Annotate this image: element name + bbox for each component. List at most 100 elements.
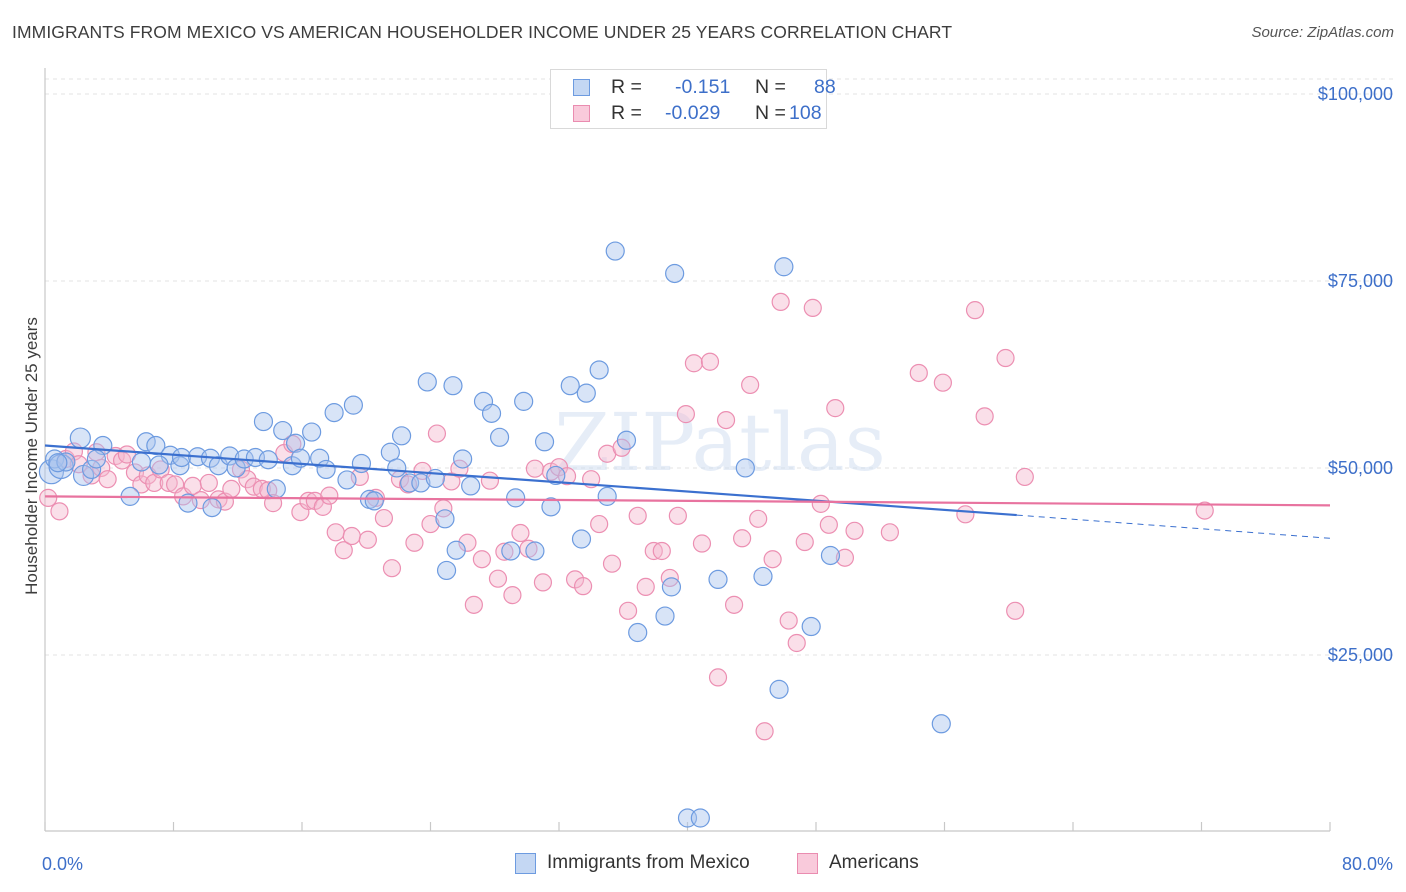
legend-swatch-blue [573,79,590,96]
x-tick-label-max: 80.0% [1342,854,1393,874]
data-point-mexico [753,566,773,587]
data-point-americans [503,586,522,605]
data-point-americans [716,410,736,430]
data-point-mexico [258,450,278,470]
data-point-americans [996,348,1015,368]
data-point-americans [488,569,508,588]
data-point-americans [472,550,491,569]
data-point-mexico [655,606,675,626]
data-point-americans [358,530,377,549]
data-point-mexico [605,241,625,261]
data-point-mexico [571,529,592,549]
data-point-mexico [391,426,412,446]
data-point-americans [573,577,593,596]
data-point-mexico [400,473,420,493]
data-point-mexico [576,383,596,403]
data-point-mexico [628,622,648,643]
data-point-mexico [436,560,457,581]
data-point-mexico [525,541,545,561]
data-point-americans [334,541,353,560]
data-point-mexico [48,453,68,473]
data-point-americans [708,668,728,687]
data-point-mexico [56,452,76,472]
data-point-americans [533,573,553,592]
data-point-americans [880,523,899,542]
data-point-americans [39,488,58,507]
data-point-mexico [769,679,789,699]
data-point-mexico [149,455,169,475]
data-point-mexico [801,616,821,637]
data-point-americans [525,459,545,478]
data-point-mexico [202,498,222,518]
data-point-americans [749,509,768,528]
data-point-americans [668,506,687,525]
data-point-mexico [597,486,617,506]
axes [44,68,1331,832]
x-tick-labels: 0.0% 80.0% [42,854,1393,874]
data-point-americans [238,470,257,489]
data-point-mexico [489,427,510,447]
data-point-mexico [443,376,463,396]
data-point-americans [811,494,830,513]
data-point-mexico [131,452,151,472]
data-point-americans [495,542,514,561]
data-point-mexico [501,541,521,561]
data-point-americans [724,595,744,614]
data-point-americans [405,533,424,552]
y-tick-label: $75,000 [1328,271,1393,291]
data-point-mexico [69,427,91,449]
data-point-americans [684,354,704,373]
bottom-legend-swatch-blue [515,853,536,874]
data-point-mexico [541,497,561,517]
legend-swatch-pink [573,105,590,122]
data-point-americans [1015,467,1034,487]
data-point-mexico [266,479,286,499]
data-point-mexico [364,491,384,511]
data-point-americans [803,298,822,317]
data-point-americans [98,470,117,489]
chart-title: IMMIGRANTS FROM MEXICO VS AMERICAN HOUSE… [12,22,953,42]
data-point-americans [511,523,530,543]
data-point-americans [320,486,339,505]
y-axis-label: Householder Income Under 25 years [22,317,41,595]
legend-n-label: N = [755,102,786,124]
data-point-americans [700,352,720,371]
data-point-mexico [81,459,102,480]
data-point-americans [1195,501,1214,520]
data-point-americans [692,534,712,553]
data-point-americans [845,521,864,540]
data-point-mexico [302,422,322,442]
data-point-mexico [282,456,302,476]
data-point-mexico [708,569,728,590]
trend-lines [44,444,1331,539]
data-point-americans [956,505,975,524]
legend-n-value: 88 [814,76,836,98]
series-immigrants-from-mexico [38,108,951,828]
data-point-mexico [774,257,794,277]
data-point-mexico [446,540,466,560]
data-point-americans [741,375,760,395]
data-point-mexico [589,360,609,380]
x-tick-label-min: 0.0% [42,854,83,874]
watermark: ZIPatlas [554,396,886,489]
data-point-americans [975,407,994,426]
data-point-americans [636,577,655,596]
legend-r-label: R = [611,76,642,98]
data-point-mexico [316,459,336,480]
data-point-mexico [324,403,344,423]
data-point-americans [618,601,638,620]
y-tick-label: $50,000 [1328,458,1393,478]
data-point-mexico [820,545,841,566]
data-point-americans [795,532,814,552]
data-point-mexico [514,391,534,411]
data-point-americans [382,559,402,578]
data-point-mexico [253,411,274,432]
data-point-americans [771,292,790,312]
grid-lines [45,78,1395,656]
legend-r-value: -0.151 [675,76,731,98]
data-point-americans [342,526,361,546]
data-point-americans [159,473,178,493]
data-point-americans [50,502,69,521]
data-point-mexico [136,432,156,452]
